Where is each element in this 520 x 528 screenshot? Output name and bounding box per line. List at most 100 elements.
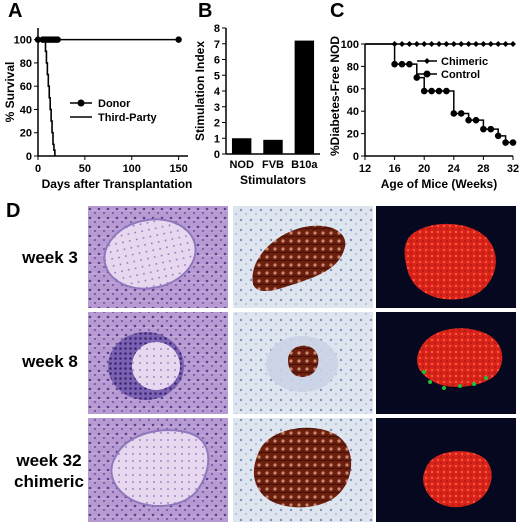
y-tick-label: 20 [20, 128, 32, 140]
y-tick-label: 1 [214, 133, 220, 145]
if-green-cell [422, 370, 426, 374]
x-tick-label: B10a [291, 159, 318, 171]
data-point [480, 125, 487, 133]
y-tick-label: 4 [214, 86, 221, 98]
x-tick-label: NOD [229, 159, 254, 171]
x-axis-label: Age of Mice (Weeks) [381, 177, 497, 191]
panel-label-b: B [198, 0, 213, 22]
if-islet [416, 328, 503, 387]
panel-label-d: D [6, 200, 21, 222]
data-point [413, 74, 421, 81]
y-tick-label: 5 [214, 70, 220, 82]
if-green-cell [428, 380, 432, 384]
y-tick-label: 6 [214, 55, 220, 67]
data-point [458, 41, 465, 47]
data-point [487, 41, 494, 47]
if-islet [404, 223, 496, 300]
x-tick-label: 16 [388, 163, 400, 175]
data-point [175, 36, 182, 43]
data-point [472, 116, 480, 124]
row-label-week-8: week 8 [22, 352, 78, 371]
bar-b10a [294, 40, 315, 154]
x-tick-label: 0 [35, 163, 41, 175]
legend-label-third-party: Third-Party [98, 112, 158, 124]
he-islet [132, 342, 180, 390]
data-point [502, 139, 509, 146]
data-point [480, 41, 487, 47]
x-tick-label: 100 [123, 163, 141, 175]
series-line-third-party [38, 38, 56, 156]
legend-marker-chimeric [424, 58, 430, 64]
survival-chart: 0 20 40 60 80 100 0 50 100 150 Days after Transpla… [3, 28, 193, 191]
data-point [428, 41, 435, 47]
y-axis-label: Stimulation Index [193, 41, 207, 141]
data-point [487, 125, 495, 133]
data-point [473, 41, 479, 47]
x-tick-label: 150 [169, 163, 187, 175]
y-tick-label: 100 [341, 39, 359, 51]
y-tick-label: 3 [214, 102, 220, 114]
data-point [435, 87, 443, 95]
bar-nod [231, 138, 252, 154]
x-axis-label: Days after Transplantation [42, 177, 193, 191]
y-tick-label: 0 [214, 149, 220, 161]
data-point [495, 41, 502, 47]
if-green-cell [458, 384, 462, 388]
row-label-week-32-chimeric: week 32 chimeric [14, 451, 84, 491]
data-point [436, 41, 442, 47]
stimulation-chart: 0 1 2 3 4 5 6 7 8 NOD FVB B10a Stimulators Stimulatio… [193, 23, 320, 187]
x-tick-label: 28 [477, 163, 489, 175]
data-point [391, 60, 398, 68]
if-green-cell [442, 386, 446, 390]
data-point [421, 41, 428, 47]
y-axis-label: %Diabetes-Free NOD [328, 36, 342, 156]
data-point [406, 60, 413, 68]
micrograph-grid [88, 206, 516, 522]
y-tick-label: 0 [26, 151, 32, 163]
data-point [413, 41, 420, 47]
x-tick-label: 20 [418, 163, 430, 175]
data-point [450, 41, 457, 47]
he-islet [103, 218, 197, 290]
legend-marker-control [423, 70, 431, 78]
x-tick-label: FVB [262, 159, 284, 171]
y-tick-label: 20 [347, 129, 359, 141]
data-point [494, 132, 502, 140]
data-point [398, 60, 406, 68]
x-tick-label: 12 [359, 163, 371, 175]
data-point [510, 41, 516, 47]
y-tick-label: 80 [20, 58, 32, 70]
y-tick-label: 40 [347, 106, 359, 118]
ihc-islet [288, 345, 319, 378]
x-tick-label: 24 [448, 163, 461, 175]
legend-label-chimeric: Chimeric [441, 56, 488, 68]
legend-marker-donor [77, 99, 85, 107]
panel-label-c: C [330, 0, 345, 22]
y-tick-label: 80 [347, 61, 359, 73]
row-label-week-3: week 3 [22, 248, 78, 267]
x-axis-label: Stimulators [240, 173, 306, 187]
ihc-islet [253, 427, 352, 508]
if-islet [423, 451, 492, 508]
y-tick-label: 60 [347, 84, 359, 96]
he-islet [110, 429, 210, 507]
legend-label-control: Control [441, 69, 480, 81]
bar-fvb [263, 139, 283, 154]
data-point [443, 41, 450, 47]
ihc-islet [252, 225, 346, 291]
y-tick-label: 7 [214, 39, 220, 51]
legend-label-donor: Donor [98, 98, 131, 110]
data-point [509, 139, 517, 146]
x-tick-label: 32 [507, 163, 519, 175]
data-point [502, 41, 509, 47]
data-point [465, 41, 472, 47]
data-point [54, 36, 61, 43]
x-tick-label: 50 [79, 163, 91, 175]
data-point [443, 87, 450, 95]
y-tick-label: 8 [214, 23, 220, 35]
if-green-cell [472, 382, 476, 386]
y-tick-label: 60 [20, 81, 32, 93]
y-tick-label: 0 [353, 151, 359, 163]
data-point [465, 116, 472, 124]
data-point [406, 41, 413, 47]
